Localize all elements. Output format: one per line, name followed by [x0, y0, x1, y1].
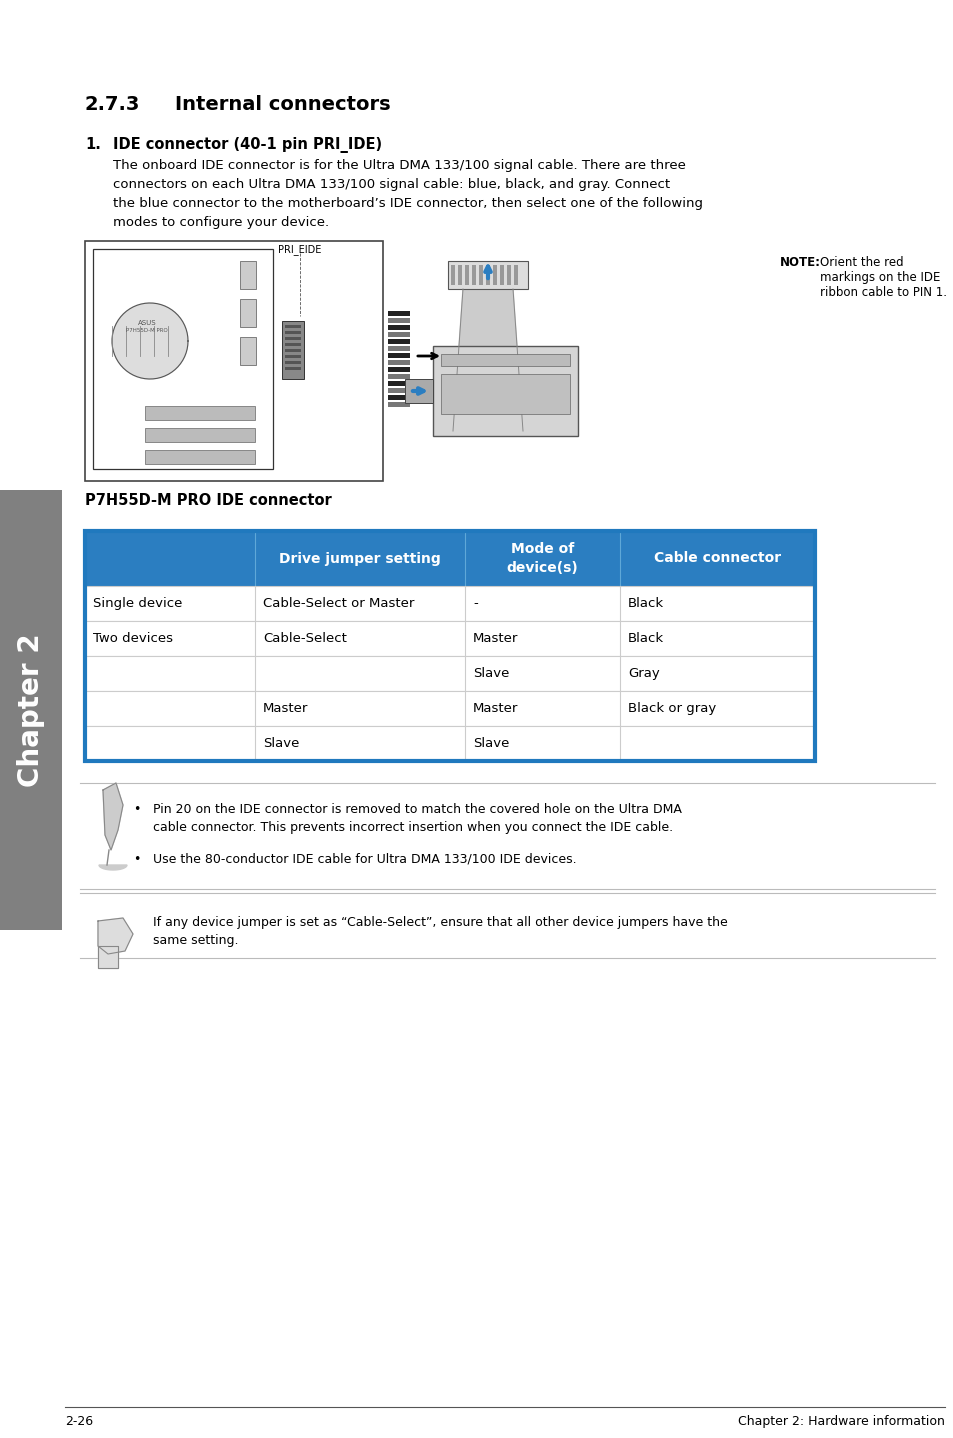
FancyBboxPatch shape [85, 242, 382, 480]
Text: Two devices: Two devices [92, 631, 172, 646]
Bar [388, 332, 410, 336]
Bar [514, 265, 517, 285]
Text: Slave: Slave [473, 667, 509, 680]
FancyBboxPatch shape [282, 321, 304, 380]
Bar [285, 349, 301, 352]
FancyBboxPatch shape [440, 354, 569, 367]
Text: Drive jumper setting: Drive jumper setting [279, 552, 440, 565]
FancyBboxPatch shape [433, 347, 578, 436]
Polygon shape [453, 289, 522, 431]
Bar [285, 325, 301, 328]
FancyBboxPatch shape [405, 380, 433, 403]
Text: If any device jumper is set as “Cable-Select”, ensure that all other device jump: If any device jumper is set as “Cable-Se… [152, 916, 727, 948]
FancyBboxPatch shape [92, 249, 273, 469]
Text: Master: Master [473, 631, 517, 646]
Bar [485, 265, 490, 285]
Bar [388, 388, 410, 393]
Bar [285, 336, 301, 339]
FancyBboxPatch shape [85, 531, 814, 587]
Text: Black: Black [627, 597, 663, 610]
Bar [285, 331, 301, 334]
FancyBboxPatch shape [240, 336, 255, 365]
Text: Slave: Slave [263, 738, 299, 751]
FancyBboxPatch shape [0, 490, 62, 930]
FancyBboxPatch shape [240, 299, 255, 326]
Text: Single device: Single device [92, 597, 182, 610]
Text: 2-26: 2-26 [65, 1415, 93, 1428]
Text: Orient the red
markings on the IDE
ribbon cable to PIN 1.: Orient the red markings on the IDE ribbo… [820, 256, 946, 299]
Bar [388, 318, 410, 324]
FancyBboxPatch shape [440, 374, 569, 414]
Text: Cable-Select or Master: Cable-Select or Master [263, 597, 414, 610]
Text: ASUS: ASUS [137, 321, 156, 326]
Text: Black: Black [627, 631, 663, 646]
Text: P7H55D-M PRO IDE connector: P7H55D-M PRO IDE connector [85, 493, 332, 508]
Text: 1.: 1. [85, 137, 101, 152]
Bar [388, 374, 410, 380]
Text: Chapter 2: Chapter 2 [17, 633, 45, 787]
Bar [464, 265, 469, 285]
Bar [388, 403, 410, 407]
FancyBboxPatch shape [240, 262, 255, 289]
Text: Mode of
device(s): Mode of device(s) [506, 542, 578, 575]
Bar [493, 265, 497, 285]
Bar [285, 344, 301, 347]
Bar [388, 311, 410, 316]
FancyBboxPatch shape [448, 262, 527, 289]
Text: Chapter 2: Hardware information: Chapter 2: Hardware information [738, 1415, 944, 1428]
FancyBboxPatch shape [85, 656, 814, 692]
Bar [388, 395, 410, 400]
Polygon shape [103, 784, 123, 850]
Bar [506, 265, 511, 285]
Text: Slave: Slave [473, 738, 509, 751]
Polygon shape [98, 946, 118, 968]
Text: Gray: Gray [627, 667, 659, 680]
Text: The onboard IDE connector is for the Ultra DMA 133/100 signal cable. There are t: The onboard IDE connector is for the Ult… [112, 160, 702, 229]
Text: -: - [473, 597, 477, 610]
Bar [285, 355, 301, 358]
Text: P7H55D-M PRO: P7H55D-M PRO [126, 328, 168, 334]
Text: Cable-Select: Cable-Select [263, 631, 347, 646]
Bar [388, 360, 410, 365]
Bar [285, 367, 301, 370]
Bar [457, 265, 461, 285]
Text: Black or gray: Black or gray [627, 702, 716, 715]
Text: Master: Master [263, 702, 308, 715]
Text: •: • [133, 802, 140, 815]
FancyBboxPatch shape [145, 450, 254, 464]
Text: PRI_EIDE: PRI_EIDE [278, 244, 321, 255]
Polygon shape [99, 866, 127, 870]
Bar [472, 265, 476, 285]
Bar [499, 265, 503, 285]
FancyBboxPatch shape [145, 406, 254, 420]
FancyBboxPatch shape [145, 429, 254, 441]
Bar [285, 361, 301, 364]
Text: Use the 80-conductor IDE cable for Ultra DMA 133/100 IDE devices.: Use the 80-conductor IDE cable for Ultra… [152, 853, 576, 866]
Text: Pin 20 on the IDE connector is removed to match the covered hole on the Ultra DM: Pin 20 on the IDE connector is removed t… [152, 802, 681, 834]
Bar [388, 347, 410, 351]
Bar [451, 265, 455, 285]
Text: Master: Master [473, 702, 517, 715]
FancyBboxPatch shape [85, 692, 814, 726]
Text: •: • [133, 853, 140, 866]
Bar [388, 367, 410, 372]
Bar [388, 339, 410, 344]
FancyBboxPatch shape [85, 587, 814, 621]
Bar [388, 352, 410, 358]
Text: Cable connector: Cable connector [653, 552, 781, 565]
Text: Internal connectors: Internal connectors [174, 95, 390, 114]
Polygon shape [98, 917, 132, 953]
Polygon shape [112, 303, 188, 380]
FancyBboxPatch shape [85, 621, 814, 656]
Text: 2.7.3: 2.7.3 [85, 95, 140, 114]
FancyBboxPatch shape [85, 726, 814, 761]
Bar [388, 381, 410, 385]
Text: IDE connector (40-1 pin PRI_IDE): IDE connector (40-1 pin PRI_IDE) [112, 137, 382, 152]
Text: NOTE:: NOTE: [780, 256, 821, 269]
Bar [478, 265, 482, 285]
Bar [388, 325, 410, 329]
